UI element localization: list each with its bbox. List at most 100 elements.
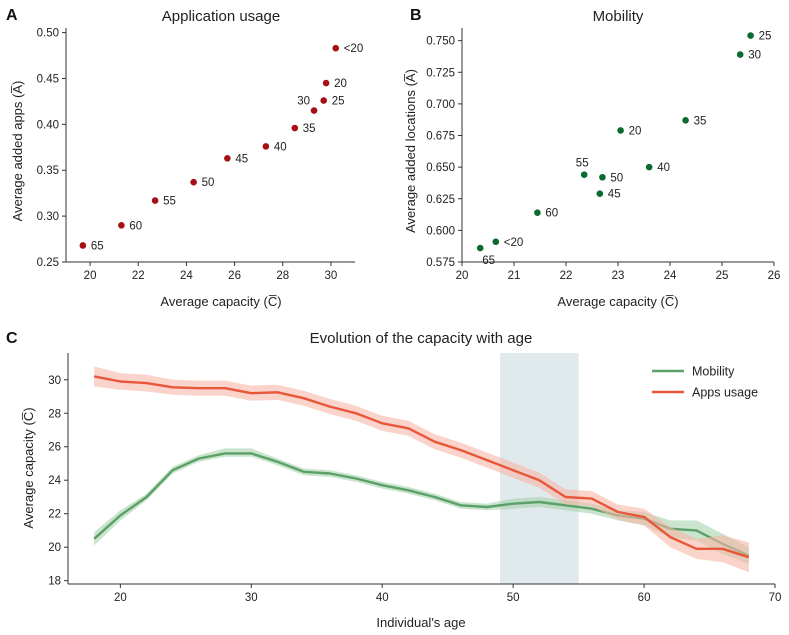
scatter-point	[310, 107, 318, 114]
scatter-point	[190, 178, 197, 186]
panel-a-ylabel: Average added apps (A̅)	[10, 81, 25, 222]
point-label: 25	[759, 31, 772, 43]
y-tick-label: 0.750	[426, 36, 455, 48]
scatter-point	[322, 79, 330, 87]
x-tick-label: 20	[114, 592, 127, 604]
scatter-point	[151, 197, 159, 204]
scatter-point	[320, 97, 327, 104]
panel-c-ylabel: Average capacity (C̅)	[21, 407, 36, 528]
y-tick-label: 24	[48, 475, 61, 487]
y-tick-label: 26	[48, 442, 61, 454]
scatter-point	[580, 171, 588, 179]
legend-label-mobility: Mobility	[692, 365, 735, 379]
x-tick-label: 40	[376, 592, 389, 604]
point-label: <20	[344, 43, 364, 55]
scatter-point	[332, 44, 340, 52]
scatter-point	[224, 155, 231, 162]
point-label: 55	[163, 196, 176, 208]
scatter-point	[476, 244, 484, 252]
panel-b-title: Mobility	[593, 8, 644, 25]
y-tick-label: 28	[48, 408, 61, 420]
point-label: 40	[274, 141, 287, 153]
y-tick-label: 0.725	[426, 67, 455, 79]
x-tick-label: 22	[132, 270, 145, 282]
point-label: 45	[608, 189, 621, 201]
x-tick-label: 22	[560, 270, 573, 282]
point-label: 45	[235, 153, 248, 165]
panel-c-xlabel: Individual's age	[376, 615, 465, 630]
panel-b-plot: 20 21 22 23 24 25 26 0.575 0.600 0.625 0.650 0.675 0…	[426, 28, 780, 282]
x-tick-label: 20	[84, 270, 97, 282]
x-tick-label: 20	[456, 270, 469, 282]
y-tick-label: 30	[48, 375, 61, 387]
x-tick-label: 25	[716, 270, 729, 282]
scatter-point	[599, 173, 606, 181]
scatter-point	[736, 51, 744, 58]
x-tick-label: 26	[768, 270, 781, 282]
scatter-point	[747, 32, 754, 39]
point-label: 40	[657, 162, 670, 174]
panel-a-xlabel: Average capacity (C̅)	[160, 294, 281, 309]
y-tick-label: 0.40	[37, 119, 59, 131]
mobility-confidence-band	[94, 448, 749, 564]
point-label: 25	[332, 95, 345, 107]
panel-c-plot: 20 30 40 50 60 70 18 20 22 24 26 28 30 Mobility Apps u…	[48, 353, 781, 604]
x-tick-label: 21	[508, 270, 521, 282]
y-tick-label: 0.50	[37, 28, 59, 40]
apps-series-line	[93, 375, 750, 559]
point-label: 30	[297, 96, 310, 108]
panel-a-plot: 20 22 24 26 28 30 0.25 0.30 0.35 0.40 0.45 0.50 <20 2…	[37, 28, 364, 282]
panel-c-letter: C	[6, 330, 18, 347]
scatter-point	[617, 127, 624, 134]
point-label: 50	[610, 172, 623, 184]
point-label: 35	[694, 115, 707, 127]
y-tick-label: 0.700	[426, 99, 455, 111]
scatter-point	[492, 238, 500, 246]
point-label: 60	[129, 220, 142, 232]
legend-label-apps: Apps usage	[692, 386, 758, 400]
y-tick-label: 0.650	[426, 162, 455, 174]
panel-c-title: Evolution of the capacity with age	[310, 330, 533, 347]
point-label: 65	[482, 255, 495, 267]
y-tick-label: 0.25	[37, 257, 59, 269]
point-label: 20	[334, 78, 347, 90]
scatter-point	[645, 163, 653, 171]
panel-b-xlabel: Average capacity (C̅)	[557, 294, 678, 309]
x-tick-label: 28	[276, 270, 289, 282]
panel-a-title: Application usage	[162, 8, 280, 25]
point-label: 20	[629, 125, 642, 137]
y-tick-label: 0.35	[37, 165, 59, 177]
point-label: 55	[576, 158, 589, 170]
scatter-point	[534, 209, 541, 216]
x-tick-label: 60	[638, 592, 651, 604]
y-tick-label: 0.600	[426, 225, 455, 237]
y-tick-label: 0.575	[426, 257, 455, 269]
y-tick-label: 0.625	[426, 194, 455, 206]
point-label: 30	[748, 50, 761, 62]
y-tick-label: 18	[48, 576, 61, 588]
x-tick-label: 24	[664, 270, 677, 282]
panel-b-ylabel: Average added locations (A̅)	[403, 69, 418, 233]
x-tick-label: 30	[245, 592, 258, 604]
panel-b-letter: B	[410, 7, 422, 24]
x-tick-label: 26	[228, 270, 241, 282]
point-label: 60	[545, 208, 558, 220]
scatter-point	[118, 221, 125, 229]
scatter-point	[262, 143, 270, 150]
apps-confidence-band	[94, 366, 749, 573]
y-tick-label: 0.45	[37, 73, 59, 85]
y-tick-label: 0.30	[37, 211, 59, 223]
x-tick-label: 70	[769, 592, 782, 604]
y-tick-label: 20	[48, 542, 61, 554]
x-tick-label: 50	[507, 592, 520, 604]
point-label: 65	[91, 240, 104, 252]
point-label: 35	[303, 123, 316, 135]
scatter-point	[682, 117, 689, 124]
point-label: <20	[504, 237, 524, 249]
panel-a-letter: A	[6, 7, 18, 24]
scatter-point	[596, 190, 604, 197]
scatter-point	[79, 242, 87, 249]
scatter-point	[291, 124, 299, 132]
y-tick-label: 0.675	[426, 131, 455, 143]
